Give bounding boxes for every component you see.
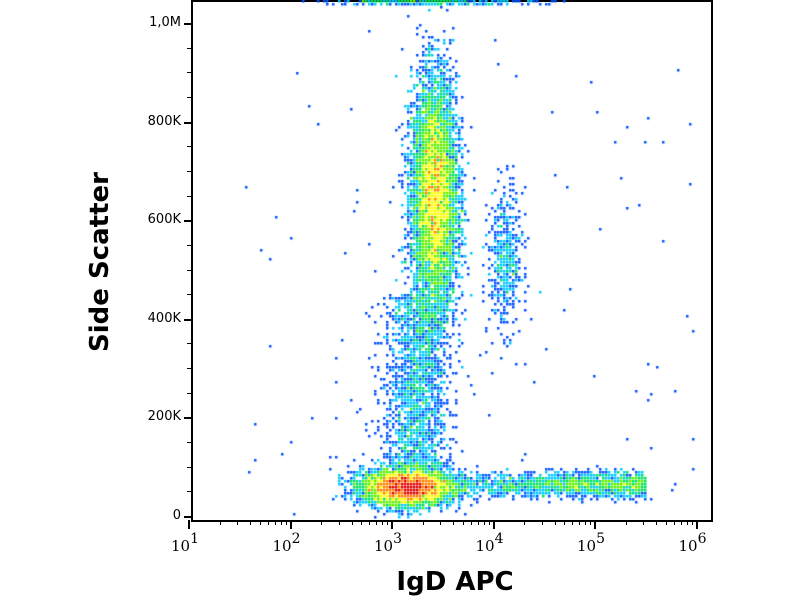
x-minor-tick [267, 520, 269, 525]
x-minor-tick [541, 520, 543, 525]
x-minor-tick [285, 520, 287, 525]
y-minor-tick [187, 491, 192, 493]
x-minor-tick [483, 520, 485, 525]
x-minor-tick [673, 520, 675, 525]
x-minor-tick [590, 520, 592, 525]
y-minor-tick [187, 392, 192, 394]
x-minor-tick [564, 520, 566, 525]
x-tick-exponent: 6 [697, 531, 707, 547]
x-tick-exponent: 5 [596, 531, 606, 547]
y-minor-tick [187, 146, 192, 148]
x-minor-tick [524, 520, 526, 525]
density-dot-plot [191, 0, 713, 522]
x-minor-tick [376, 520, 378, 525]
x-major-tick [289, 520, 292, 529]
x-minor-tick [665, 520, 667, 525]
x-minor-tick [259, 520, 261, 525]
x-axis-title: IgD APC [396, 567, 514, 597]
y-tick-label: 800K [147, 113, 181, 129]
y-major-tick [184, 417, 192, 420]
y-minor-tick [187, 442, 192, 444]
x-minor-tick [686, 520, 688, 525]
x-tick-exponent: 4 [494, 531, 504, 547]
x-minor-tick [237, 520, 239, 525]
y-major-tick [184, 23, 192, 25]
x-minor-tick [572, 520, 574, 525]
x-minor-tick [382, 520, 384, 525]
y-major-tick [184, 318, 192, 321]
y-tick-label: 400K [147, 310, 181, 326]
x-major-tick [492, 520, 495, 529]
x-minor-tick [488, 520, 490, 525]
x-minor-tick [462, 520, 464, 525]
x-minor-tick [219, 520, 221, 525]
x-minor-tick [579, 520, 581, 525]
x-minor-tick [338, 520, 340, 525]
x-tick-base: 10 [678, 537, 698, 555]
y-minor-tick [187, 294, 192, 296]
x-tick-exponent: 3 [393, 531, 403, 547]
y-minor-tick [187, 195, 192, 197]
y-tick-label: 0 [172, 508, 181, 523]
x-tick-label: 102 [272, 531, 301, 555]
y-major-tick [184, 121, 192, 124]
y-axis-title: Side Scatter [85, 172, 115, 352]
x-tick-label: 101 [171, 531, 200, 555]
y-major-tick [184, 220, 192, 223]
x-minor-tick [477, 520, 479, 525]
y-minor-tick [187, 466, 192, 468]
x-tick-label: 106 [678, 531, 707, 555]
x-tick-base: 10 [577, 537, 597, 555]
x-minor-tick [656, 520, 658, 525]
x-tick-label: 105 [577, 531, 606, 555]
y-tick-label: 200K [147, 409, 181, 425]
x-major-tick [391, 520, 393, 529]
x-minor-tick [585, 520, 587, 525]
x-minor-tick [274, 520, 276, 525]
x-minor-tick [680, 520, 682, 525]
x-tick-base: 10 [272, 537, 292, 555]
x-minor-tick [369, 520, 371, 525]
x-minor-tick [387, 520, 389, 525]
y-minor-tick [187, 47, 192, 49]
x-minor-tick [361, 520, 363, 525]
x-minor-tick [453, 520, 455, 525]
y-minor-tick [187, 244, 192, 246]
x-minor-tick [440, 520, 442, 525]
y-minor-tick [187, 170, 192, 172]
y-minor-tick [187, 96, 192, 98]
x-minor-tick [625, 520, 627, 525]
y-tick-label: 600K [147, 212, 181, 228]
x-tick-base: 10 [374, 537, 394, 555]
x-minor-tick [691, 520, 693, 525]
y-minor-tick [187, 343, 192, 345]
x-minor-tick [321, 520, 323, 525]
x-tick-base: 10 [171, 537, 191, 555]
y-major-tick [184, 516, 192, 518]
x-minor-tick [470, 520, 472, 525]
x-tick-base: 10 [475, 537, 495, 555]
x-minor-tick [250, 520, 252, 525]
x-minor-tick [280, 520, 282, 525]
x-major-tick [594, 520, 596, 529]
x-tick-label: 104 [475, 531, 504, 555]
y-tick-label: 1,0M [149, 15, 181, 30]
y-minor-tick [187, 72, 192, 74]
x-major-tick [695, 520, 698, 529]
x-minor-tick [643, 520, 645, 525]
x-minor-tick [422, 520, 424, 525]
y-minor-tick [187, 368, 192, 370]
x-minor-tick [351, 520, 353, 525]
x-tick-label: 103 [374, 531, 403, 555]
x-major-tick [188, 520, 190, 529]
y-minor-tick [187, 269, 192, 271]
x-tick-exponent: 2 [291, 531, 301, 547]
x-tick-exponent: 1 [190, 531, 200, 547]
x-minor-tick [554, 520, 556, 525]
